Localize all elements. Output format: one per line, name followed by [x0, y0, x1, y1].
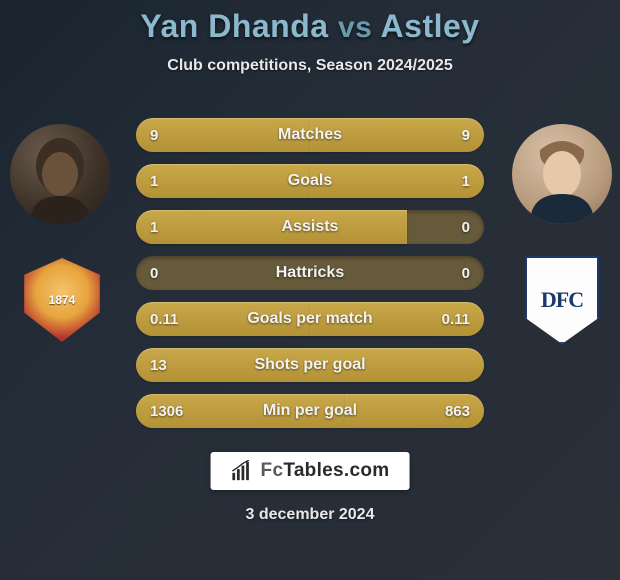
title-player2: Astley — [381, 8, 480, 44]
bar-chart-icon — [231, 460, 253, 482]
stat-row: 00Hattricks — [136, 256, 484, 290]
brand-tables: Tables.com — [283, 460, 389, 481]
crest-right-label: DFC — [541, 287, 583, 313]
page-title: Yan Dhanda vs Astley — [0, 8, 620, 45]
stat-label: Assists — [136, 210, 484, 244]
stat-label: Shots per goal — [136, 348, 484, 382]
footer-date: 3 december 2024 — [0, 506, 620, 524]
subtitle: Club competitions, Season 2024/2025 — [0, 57, 620, 75]
stat-row: 11Goals — [136, 164, 484, 198]
avatar-silhouette-icon — [10, 124, 110, 224]
crest-left-year: 1874 — [49, 293, 76, 307]
club-crest-left: 1874 — [12, 250, 112, 350]
player-avatar-left — [10, 124, 110, 224]
stat-label: Goals — [136, 164, 484, 198]
heart-shield-icon: 1874 — [20, 258, 104, 342]
stat-row: 10Assists — [136, 210, 484, 244]
stat-label: Goals per match — [136, 302, 484, 336]
title-player1: Yan Dhanda — [140, 8, 328, 44]
brand-badge: FcTables.com — [211, 452, 410, 490]
stat-row: 1306863Min per goal — [136, 394, 484, 428]
club-crest-right: DFC — [512, 250, 612, 350]
stat-row: 0.110.11Goals per match — [136, 302, 484, 336]
dfc-shield-icon: DFC — [525, 256, 599, 344]
content-root: Yan Dhanda vs Astley Club competitions, … — [0, 0, 620, 580]
avatar-silhouette-icon — [512, 124, 612, 224]
stat-row: 13Shots per goal — [136, 348, 484, 382]
stat-row: 99Matches — [136, 118, 484, 152]
brand-fc: Fc — [261, 460, 284, 481]
title-vs: vs — [338, 11, 372, 44]
stats-bars: 99Matches 11Goals 10Assists 00Hattricks 0.11… — [136, 118, 484, 440]
player-avatar-right — [512, 124, 612, 224]
brand-text: FcTables.com — [261, 460, 390, 482]
stat-label: Hattricks — [136, 256, 484, 290]
stat-label: Matches — [136, 118, 484, 152]
stat-label: Min per goal — [136, 394, 484, 428]
